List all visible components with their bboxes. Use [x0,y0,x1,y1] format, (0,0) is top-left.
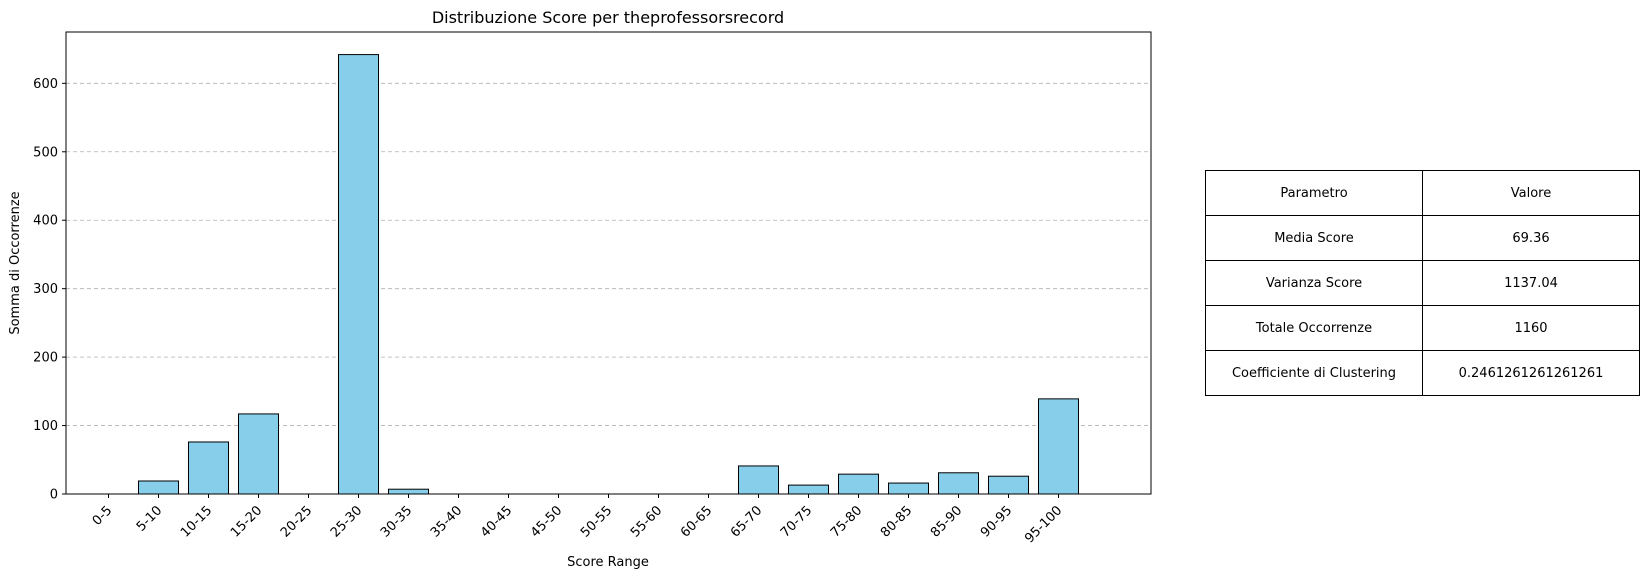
stats-table: Parametro Valore Media Score 69.36 Varia… [1205,170,1640,396]
bar-70-75 [788,484,829,495]
stats-table-row: Varianza Score 1137.04 [1205,260,1640,306]
x-tick-label: 20-25 [278,503,315,540]
bar-95-100 [1038,398,1079,495]
stats-header-value: Valore [1422,170,1640,216]
x-tick-label: 10-15 [178,503,215,540]
y-tick-label: 0 [50,488,58,503]
x-tick-label: 90-95 [978,503,1015,540]
bars [138,54,1079,495]
x-tick-label: 35-40 [428,503,465,540]
bar-5-10 [138,480,179,495]
y-tick-label: 500 [33,145,58,160]
y-gridlines [66,82,1151,426]
x-tick-label: 45-50 [528,503,565,540]
bar-65-70 [738,465,779,495]
stats-value-cell: 69.36 [1422,215,1640,261]
stats-table-row: Totale Occorrenze 1160 [1205,305,1640,351]
bar-85-90 [938,472,979,495]
x-tick-label: 95-100 [1022,503,1065,546]
stats-table-row: Media Score 69.36 [1205,215,1640,261]
x-axis-ticks: 0-5 5-10 10-15 15-20 20-25 25-30 30-35 35-40 40-… [90,494,1065,546]
stats-header-param: Parametro [1205,170,1423,216]
x-axis-label: Score Range [567,555,649,570]
stats-param-cell: Varianza Score [1205,260,1423,306]
stats-table-header-row: Parametro Valore [1205,170,1640,216]
y-tick-label: 100 [33,419,58,434]
stats-table-row: Coefficiente di Clustering 0.24612612612… [1205,350,1640,396]
stats-param-cell: Coefficiente di Clustering [1205,350,1423,396]
y-tick-label: 400 [33,214,58,229]
bar-15-20 [238,413,279,495]
x-tick-label: 85-90 [928,503,965,540]
y-axis-ticks: 0 100 200 300 400 500 600 [33,77,66,503]
plot-frame [65,31,1152,495]
x-tick-label: 40-45 [478,503,515,540]
x-tick-label: 55-60 [628,503,665,540]
y-tick-label: 600 [33,77,58,92]
x-tick-label: 0-5 [90,503,116,529]
bar-80-85 [888,482,929,495]
chart-title: Distribuzione Score per theprofessorsrec… [432,8,784,27]
y-tick-label: 200 [33,351,58,366]
bar-90-95 [988,475,1029,495]
bar-30-35 [388,488,429,495]
x-tick-label: 30-35 [378,503,415,540]
x-tick-label: 15-20 [228,503,265,540]
y-axis-label: Somma di Occorrenze [8,191,23,334]
x-tick-label: 65-70 [728,503,765,540]
stats-value-cell: 0.2461261261261261 [1422,350,1640,396]
bar-25-30 [338,54,379,495]
x-tick-label: 25-30 [328,503,365,540]
x-tick-label: 75-80 [828,503,865,540]
stats-param-cell: Totale Occorrenze [1205,305,1423,351]
bar-10-15 [188,441,229,495]
x-tick-label: 60-65 [678,503,715,540]
stats-param-cell: Media Score [1205,215,1423,261]
x-tick-label: 5-10 [134,503,165,534]
stats-value-cell: 1160 [1422,305,1640,351]
x-tick-label: 50-55 [578,503,615,540]
stats-value-cell: 1137.04 [1422,260,1640,306]
x-tick-label: 80-85 [878,503,915,540]
y-tick-label: 300 [33,282,58,297]
bar-75-80 [838,473,879,495]
x-tick-label: 70-75 [778,503,815,540]
